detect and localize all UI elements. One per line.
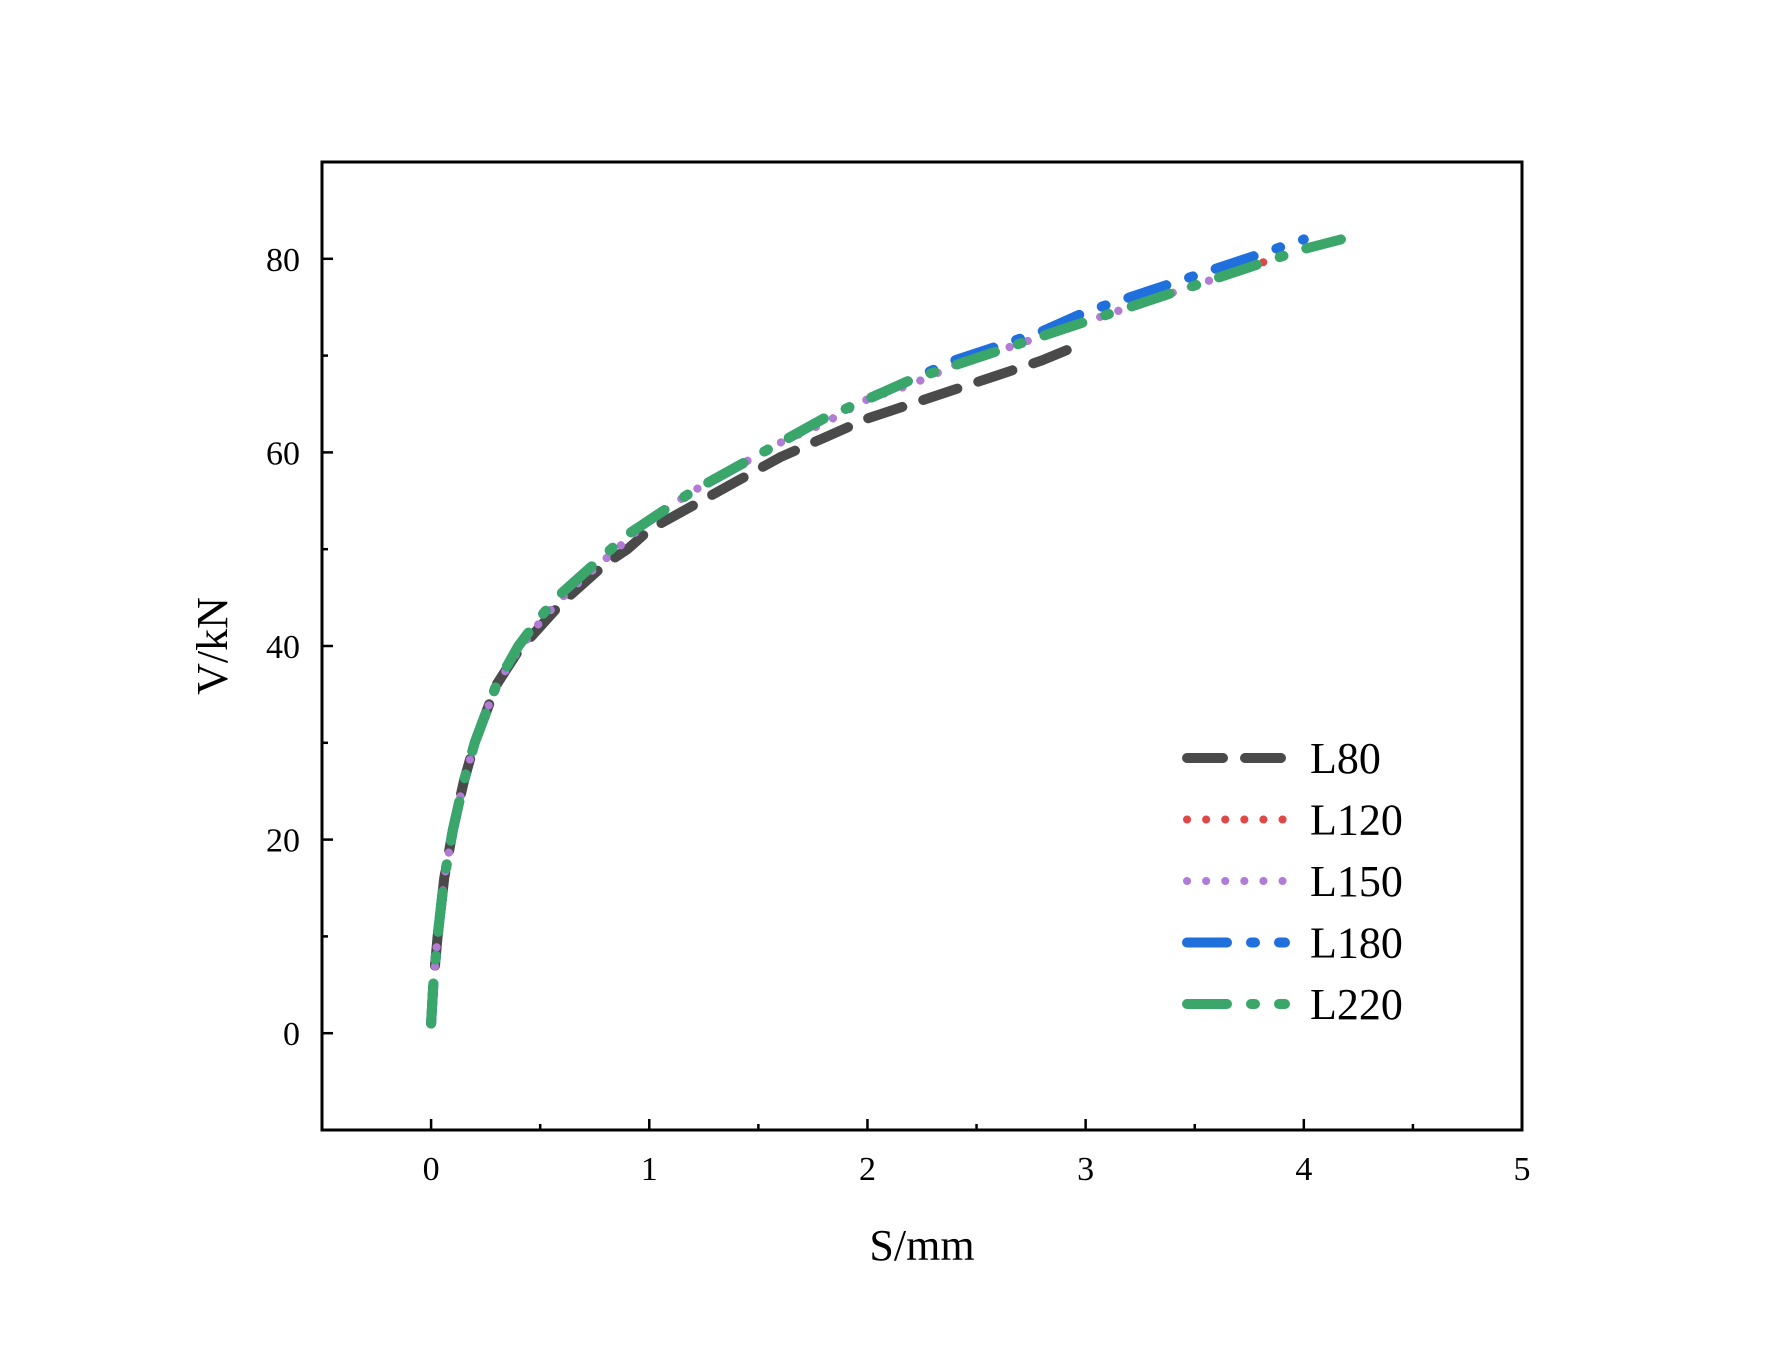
series-line-l220 bbox=[426, 234, 1346, 1029]
legend-label-l150: L150 bbox=[1310, 857, 1403, 906]
x-tick-label: 3 bbox=[1077, 1151, 1094, 1188]
x-tick-label: 2 bbox=[859, 1151, 876, 1188]
y-axis-title: V/kN bbox=[188, 597, 237, 695]
x-tick-label: 0 bbox=[423, 1151, 440, 1188]
y-tick-label: 20 bbox=[266, 823, 300, 860]
x-axis-title: S/mm bbox=[869, 1221, 974, 1270]
y-tick-label: 40 bbox=[266, 629, 300, 666]
legend-label-l80: L80 bbox=[1310, 734, 1381, 783]
legend-label-l120: L120 bbox=[1310, 796, 1403, 845]
x-tick-label: 5 bbox=[1514, 1151, 1531, 1188]
y-tick-label: 60 bbox=[266, 435, 300, 472]
y-tick-label: 0 bbox=[283, 1016, 300, 1053]
series-layer bbox=[426, 234, 1346, 1029]
ticks-layer: 0 1 2 3 4 5 0 20 40 60 80 bbox=[266, 160, 1531, 1188]
legend-label-l220: L220 bbox=[1310, 980, 1403, 1029]
legend: L80 L120 L150 L180 L220 bbox=[1182, 734, 1403, 1029]
x-tick-label: 4 bbox=[1295, 1151, 1312, 1188]
y-tick-label: 80 bbox=[266, 242, 300, 279]
legend-label-l180: L180 bbox=[1310, 919, 1403, 968]
x-tick-label: 1 bbox=[641, 1151, 658, 1188]
